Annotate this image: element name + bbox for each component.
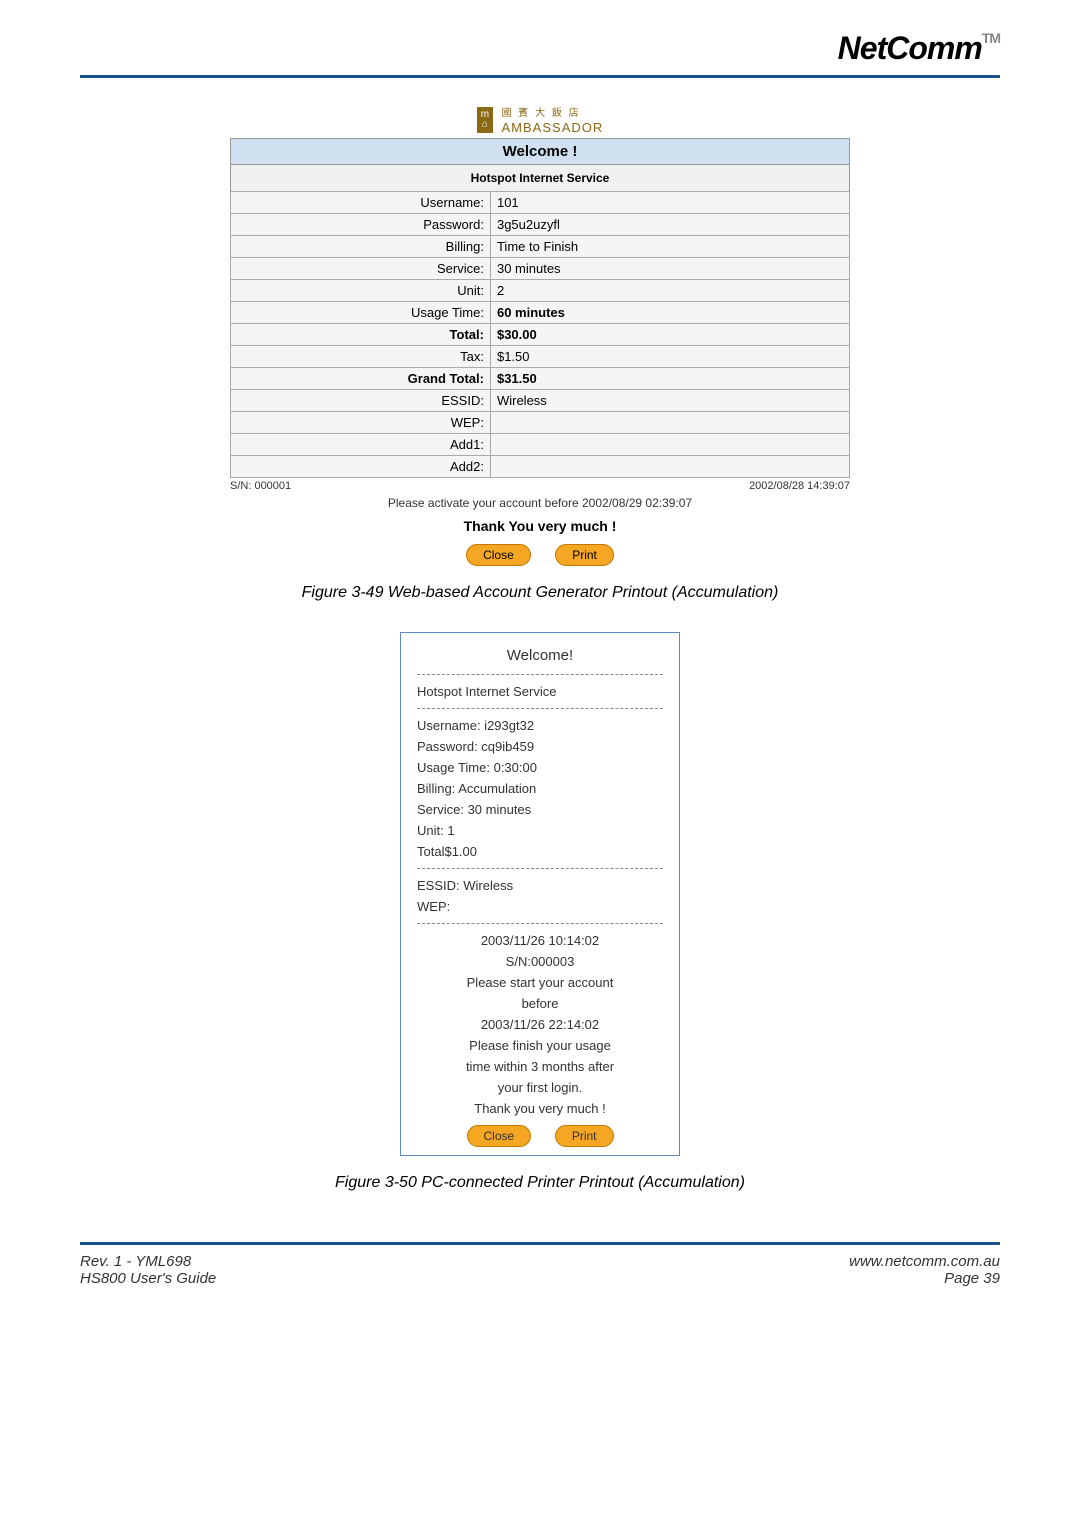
- service-label: Service:: [231, 258, 491, 280]
- add2-label: Add2:: [231, 456, 491, 478]
- receipt-finish2: time within 3 months after: [417, 1056, 663, 1077]
- receipt-total: Total$1.00: [417, 841, 663, 862]
- total-label: Total:: [231, 324, 491, 346]
- billing-value: Time to Finish: [490, 236, 849, 258]
- close-button[interactable]: Close: [466, 544, 531, 566]
- figure-caption-2: Figure 3-50 PC-connected Printer Printou…: [80, 1156, 1000, 1222]
- page-header: NetCommTM: [80, 30, 1000, 78]
- usage-value: 60 minutes: [490, 302, 849, 324]
- table-row: Add2:: [231, 456, 850, 478]
- table-row: Billing:Time to Finish: [231, 236, 850, 258]
- activate-message: Please activate your account before 2002…: [230, 494, 850, 512]
- divider: [417, 708, 663, 709]
- receipt-start1: Please start your account: [417, 972, 663, 993]
- receipt-start2: before: [417, 993, 663, 1014]
- figure-caption-1: Figure 3-49 Web-based Account Generator …: [80, 566, 1000, 632]
- divider: [417, 674, 663, 675]
- wep-value: [490, 412, 849, 434]
- username-value: 101: [490, 192, 849, 214]
- grand-total-label: Grand Total:: [231, 368, 491, 390]
- service-value: 30 minutes: [490, 258, 849, 280]
- essid-value: Wireless: [490, 390, 849, 412]
- footer-right: www.netcomm.com.au Page 39: [849, 1253, 1000, 1287]
- receipt-title: Welcome!: [417, 647, 663, 668]
- page-content: m⌂ 國 賓 大 飯 店 AMBASSADOR Welcome ! Hotspo…: [80, 78, 1000, 1242]
- netcomm-logo: NetCommTM: [838, 30, 1000, 66]
- table-row: Usage Time:60 minutes: [231, 302, 850, 324]
- receipt-ts2: 2003/11/26 22:14:02: [417, 1014, 663, 1035]
- close-button[interactable]: Close: [467, 1125, 532, 1147]
- table-row: Total:$30.00: [231, 324, 850, 346]
- print-timestamp: 2002/08/28 14:39:07: [749, 480, 850, 492]
- receipt-username: Username: i293gt32: [417, 715, 663, 736]
- footer-url: www.netcomm.com.au: [849, 1253, 1000, 1270]
- table-row: WEP:: [231, 412, 850, 434]
- receipt-password: Password: cq9ib459: [417, 736, 663, 757]
- receipt-button-row: Close Print: [417, 1119, 663, 1147]
- trademark-symbol: TM: [982, 30, 1000, 46]
- table-row: Username:101: [231, 192, 850, 214]
- receipt-billing: Billing: Accumulation: [417, 778, 663, 799]
- usage-label: Usage Time:: [231, 302, 491, 324]
- divider: [417, 923, 663, 924]
- button-row: Close Print: [230, 544, 850, 566]
- welcome-bar: Welcome !: [230, 138, 850, 165]
- password-label: Password:: [231, 214, 491, 236]
- grand-total-value: $31.50: [490, 368, 849, 390]
- table-row: Tax:$1.50: [231, 346, 850, 368]
- add1-value: [490, 434, 849, 456]
- billing-label: Billing:: [231, 236, 491, 258]
- table-row: ESSID:Wireless: [231, 390, 850, 412]
- unit-label: Unit:: [231, 280, 491, 302]
- wep-label: WEP:: [231, 412, 491, 434]
- serial-number: S/N: 000001: [230, 480, 291, 492]
- table-row: Grand Total:$31.50: [231, 368, 850, 390]
- receipt-essid: ESSID: Wireless: [417, 875, 663, 896]
- receipt-usage: Usage Time: 0:30:00: [417, 757, 663, 778]
- table-row: Unit:2: [231, 280, 850, 302]
- receipt-finish1: Please finish your usage: [417, 1035, 663, 1056]
- receipt-thanks: Thank you very much !: [417, 1098, 663, 1119]
- receipt-unit: Unit: 1: [417, 820, 663, 841]
- page-container: NetCommTM m⌂ 國 賓 大 飯 店 AMBASSADOR Welcom…: [0, 0, 1080, 1327]
- add2-value: [490, 456, 849, 478]
- receipt-ts1: 2003/11/26 10:14:02: [417, 930, 663, 951]
- receipt-wep: WEP:: [417, 896, 663, 917]
- username-label: Username:: [231, 192, 491, 214]
- password-value: 3g5u2uzyfl: [490, 214, 849, 236]
- tax-value: $1.50: [490, 346, 849, 368]
- receipt-sn: S/N:000003: [417, 951, 663, 972]
- print-button[interactable]: Print: [555, 1125, 614, 1147]
- receipt-service-line: Service: 30 minutes: [417, 799, 663, 820]
- essid-label: ESSID:: [231, 390, 491, 412]
- footer-revision: Rev. 1 - YML698: [80, 1253, 216, 1270]
- table-row: Add1:: [231, 434, 850, 456]
- total-value: $30.00: [490, 324, 849, 346]
- ambassador-cn: 國 賓 大 飯 店: [502, 108, 581, 119]
- table-row: Password:3g5u2uzyfl: [231, 214, 850, 236]
- receipt-finish3: your first login.: [417, 1077, 663, 1098]
- receipt-service: Hotspot Internet Service: [417, 681, 663, 702]
- pc-printout: Welcome! Hotspot Internet Service Userna…: [400, 632, 680, 1156]
- service-subheader: Hotspot Internet Service: [230, 165, 850, 191]
- sn-timestamp-row: S/N: 000001 2002/08/28 14:39:07: [230, 478, 850, 494]
- divider: [417, 868, 663, 869]
- footer-page: Page 39: [849, 1270, 1000, 1287]
- table-row: Service:30 minutes: [231, 258, 850, 280]
- ambassador-logo-icon: m⌂: [477, 107, 493, 133]
- web-printout: m⌂ 國 賓 大 飯 店 AMBASSADOR Welcome ! Hotspo…: [230, 98, 850, 566]
- footer-left: Rev. 1 - YML698 HS800 User's Guide: [80, 1253, 216, 1287]
- thank-you-message: Thank You very much !: [230, 512, 850, 544]
- print-button[interactable]: Print: [555, 544, 614, 566]
- ambassador-en: AMBASSADOR: [502, 120, 604, 135]
- account-details-table: Username:101 Password:3g5u2uzyfl Billing…: [230, 191, 850, 478]
- logo-text: NetComm: [838, 30, 982, 66]
- add1-label: Add1:: [231, 434, 491, 456]
- page-footer: Rev. 1 - YML698 HS800 User's Guide www.n…: [80, 1242, 1000, 1287]
- footer-guide: HS800 User's Guide: [80, 1270, 216, 1287]
- unit-value: 2: [490, 280, 849, 302]
- tax-label: Tax:: [231, 346, 491, 368]
- ambassador-header: m⌂ 國 賓 大 飯 店 AMBASSADOR: [230, 98, 850, 138]
